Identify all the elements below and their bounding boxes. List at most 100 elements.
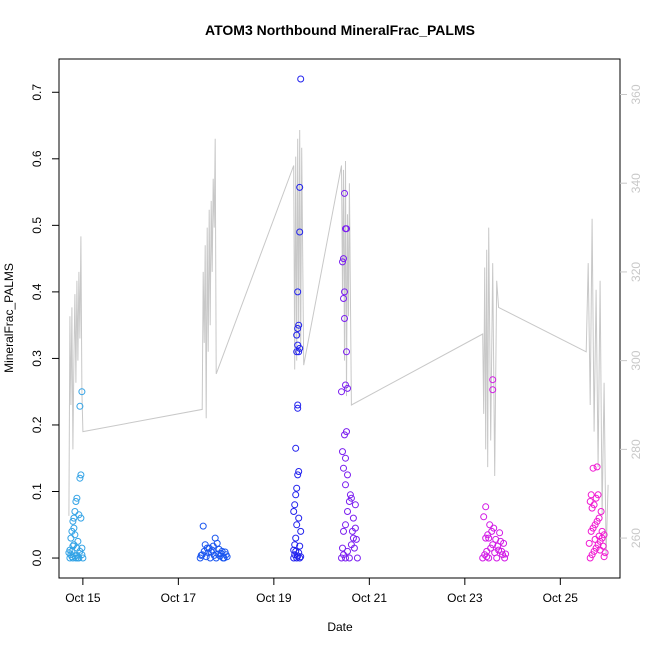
data-point-series-3 [296,542,304,550]
data-point-series-1 [69,517,77,525]
data-point-series-1 [68,553,76,561]
data-point-series-1 [74,537,82,545]
data-point-series-2 [217,549,225,557]
x-tick-label: Oct 19 [256,591,292,605]
y-tick-label: 0.6 [30,150,44,167]
y-tick-label: 0.0 [30,549,44,566]
data-point-series-4 [342,554,349,562]
data-point-series-4 [345,554,353,562]
data-point-series-1 [79,554,87,562]
data-point-series-1 [76,474,84,482]
data-point-series-3 [293,331,301,339]
data-point-series-4 [342,521,349,529]
data-point-series-5 [485,554,493,562]
data-point-series-1 [69,542,77,550]
data-point-series-4 [344,547,351,555]
data-point-series-6 [595,514,603,522]
data-point-series-3 [290,508,298,515]
data-point-series-3 [294,471,302,479]
data-point-series-4 [339,258,346,266]
data-point-series-1 [70,514,78,522]
data-point-series-5 [486,521,494,529]
secondary-series-line [68,129,609,556]
data-point-series-2 [199,522,207,530]
data-point-series-1 [77,471,85,479]
data-point-series-4 [340,295,347,302]
data-point-series-3 [296,554,304,562]
data-point-series-4 [346,491,354,499]
data-point-series-1 [73,494,81,502]
data-point-series-3 [294,552,302,560]
data-point-series-5 [493,554,501,562]
data-point-series-4 [340,464,347,472]
data-point-series-6 [597,508,605,515]
x-tick-label: Oct 15 [65,591,101,605]
data-point-series-1 [72,498,80,505]
data-point-series-3 [294,341,302,349]
data-point-series-3 [295,514,303,522]
data-point-series-3 [297,75,305,83]
data-point-series-2 [207,548,215,556]
data-point-series-2 [197,551,205,559]
x-tick-label: Oct 25 [543,591,579,605]
data-point-series-5 [485,534,493,542]
data-point-series-6 [586,498,594,505]
data-point-series-5 [480,513,488,521]
data-point-series-2 [221,548,229,556]
data-point-series-2 [203,544,211,552]
y2-tick-label: 300 [629,350,643,370]
data-point-series-6 [592,494,600,502]
data-point-series-6 [600,531,608,539]
y-axis-label: MineralFrac_PALMS [2,263,16,373]
data-point-series-3 [295,348,303,356]
data-point-series-3 [292,534,300,542]
data-point-series-6 [587,491,595,499]
chart-title: ATOM3 Northbound MineralFrac_PALMS [205,22,475,38]
data-point-series-2 [219,554,227,562]
data-point-series-3 [293,521,301,529]
y-tick-label: 0.1 [30,483,44,500]
y-tick-label: 0.4 [30,283,44,300]
data-point-series-4 [340,527,347,535]
y-tick-label: 0.3 [30,350,44,367]
plot-frame [58,58,621,579]
y2-tick-label: 280 [629,439,643,459]
data-point-series-5 [496,529,504,537]
data-point-series-4 [341,189,348,197]
data-point-series-3 [292,444,300,452]
data-point-series-4 [344,384,351,392]
data-point-series-1 [77,514,85,522]
data-point-series-4 [344,471,351,479]
data-point-series-5 [502,550,510,558]
data-point-series-3 [297,553,305,561]
data-point-series-1 [71,508,79,515]
data-point-series-4 [342,381,349,389]
data-point-series-4 [340,255,347,263]
y-tick-label: 0.5 [30,217,44,234]
data-point-series-4 [348,527,356,535]
data-point-series-6 [591,535,599,543]
data-point-series-4 [339,448,346,456]
data-point-series-4 [338,388,345,396]
data-point-series-2 [213,539,221,547]
data-point-series-2 [215,545,223,553]
data-point-series-6 [589,464,597,472]
data-point-series-4 [341,315,348,322]
data-point-series-4 [349,514,357,522]
data-point-series-3 [295,321,303,329]
data-point-series-3 [294,288,302,296]
x-tick-label: Oct 21 [352,591,388,605]
data-point-series-6 [592,544,600,552]
data-point-series-4 [339,544,346,552]
data-point-series-4 [341,288,348,296]
data-point-series-6 [591,521,599,529]
x-axis-label: Date [327,620,353,634]
data-point-series-5 [494,542,502,550]
data-point-series-3 [297,527,305,535]
data-point-series-4 [342,481,349,489]
data-point-series-3 [296,228,304,236]
data-point-series-6 [596,546,604,554]
data-point-series-1 [70,524,78,532]
data-point-series-4 [343,428,350,436]
